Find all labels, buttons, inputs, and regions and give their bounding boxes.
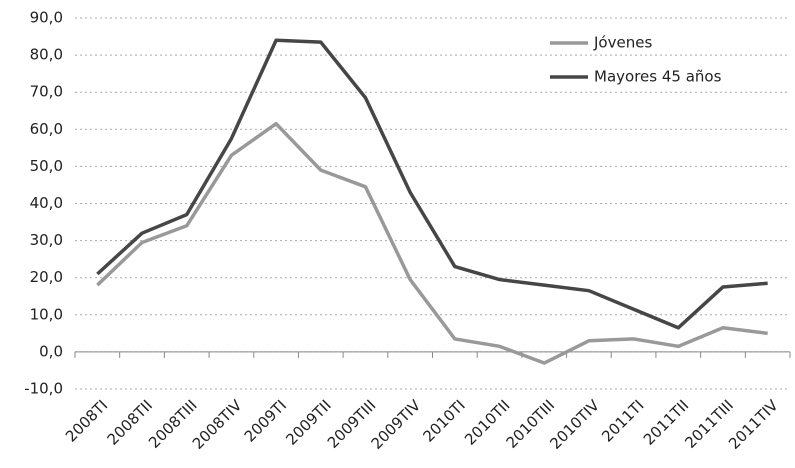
- y-tick-label: 10,0: [30, 305, 63, 323]
- y-tick-label: 70,0: [30, 83, 63, 101]
- y-tick-label: 80,0: [30, 46, 63, 64]
- y-tick-label: 20,0: [30, 268, 63, 286]
- series-line: [96, 121, 768, 365]
- legend-label: Mayores 45 años: [594, 68, 722, 86]
- y-tick-label: 40,0: [30, 194, 63, 212]
- x-tick-label: 2010TI: [420, 396, 469, 445]
- y-tick-label: 30,0: [30, 231, 63, 249]
- x-tick-label: 2011TI: [598, 396, 647, 445]
- x-tick-label: 2008TI: [62, 396, 111, 445]
- x-tick-label: 2008TIV: [189, 396, 246, 453]
- y-tick-label: 50,0: [30, 157, 63, 175]
- series-line: [96, 38, 768, 330]
- x-tick-label: 2009TIV: [368, 396, 425, 453]
- y-tick-label: 0,0: [39, 342, 63, 360]
- y-tick-label: -10,0: [24, 380, 63, 398]
- x-tick-label: 2011TIV: [725, 396, 782, 453]
- y-tick-label: 90,0: [30, 9, 63, 27]
- y-tick-label: 60,0: [30, 120, 63, 138]
- legend-label: Jóvenes: [593, 34, 652, 52]
- x-tick-label: 2009TI: [241, 396, 290, 445]
- x-tick-label: 2010TIV: [546, 396, 603, 453]
